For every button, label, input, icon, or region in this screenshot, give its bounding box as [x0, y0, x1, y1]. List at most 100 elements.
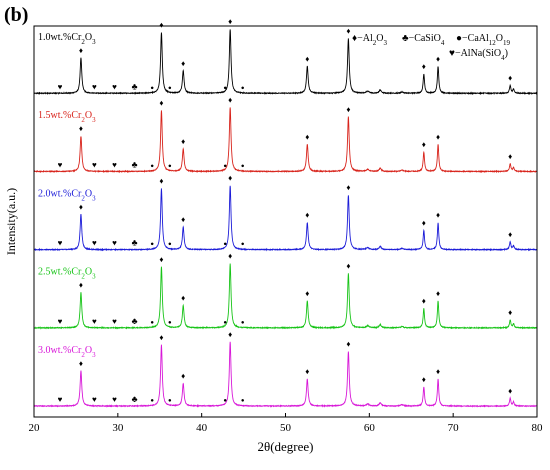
legend-entry: ♥−AlNa(SiO4) — [449, 48, 508, 62]
phase-marker: ♦ — [79, 202, 83, 211]
phase-marker: ♥ — [112, 239, 117, 248]
series-label-part: 3 — [92, 194, 96, 202]
series-line — [33, 107, 537, 174]
legend-entry: ♣−CaSiO4 — [402, 33, 445, 47]
phase-marker: ● — [223, 398, 227, 404]
legend-entry-part: 12 — [489, 39, 497, 47]
phase-marker: ♣ — [132, 81, 138, 91]
phase-marker: ● — [241, 163, 245, 169]
series-0 — [33, 29, 538, 96]
series-label-part: 2.5wt.%Cr — [38, 267, 82, 278]
plot-frame — [33, 25, 538, 418]
phase-marker: ♦ — [305, 54, 309, 63]
phase-marker: ● — [223, 85, 227, 91]
phase-marker: ♦ — [422, 140, 426, 149]
phase-marker: ♦ — [305, 211, 309, 220]
series-label: 3.0wt.%Cr2O3 — [38, 345, 96, 359]
legend-entry-part: O — [496, 33, 503, 44]
series-2 — [33, 185, 537, 252]
phase-marker: ♣ — [132, 394, 138, 404]
phase-marker: ● — [150, 85, 154, 91]
phase-marker: ● — [241, 85, 245, 91]
series-label-part: 3 — [92, 273, 96, 281]
phase-marker: ● — [150, 242, 154, 248]
phase-marker: ♣ — [132, 159, 138, 169]
phase-marker: ♦ — [422, 218, 426, 227]
series-label-part: 3 — [92, 116, 96, 124]
phase-marker: ♦ — [346, 340, 350, 349]
phase-marker: ♦ — [305, 289, 309, 298]
phase-marker: ♥ — [92, 395, 97, 404]
series-label: 1.0wt.%Cr2O3 — [38, 32, 96, 46]
phase-marker: ♥ — [92, 82, 97, 91]
x-tick-label: 80 — [532, 422, 544, 434]
phase-marker: ♦ — [436, 211, 440, 220]
phase-marker: ● — [223, 242, 227, 248]
series-label: 2.5wt.%Cr2O3 — [38, 267, 96, 281]
phase-marker: ● — [150, 320, 154, 326]
phase-marker: ♥ — [58, 395, 63, 404]
phase-marker: ♦ — [422, 375, 426, 384]
phase-marker: ♥ — [58, 239, 63, 248]
panel-label: (b) — [4, 4, 29, 26]
series-label-part: 2.0wt.%Cr — [38, 188, 82, 199]
x-tick-label: 40 — [196, 422, 208, 434]
phase-marker: ♦ — [346, 105, 350, 114]
series-label-part: 3 — [92, 351, 96, 359]
phase-marker: ♦ — [228, 330, 232, 339]
phase-marker: ● — [168, 163, 172, 169]
phase-marker: ♥ — [92, 239, 97, 248]
series-line — [33, 29, 538, 96]
series-layer — [33, 29, 538, 408]
phase-marker: ♦ — [79, 124, 83, 133]
phase-marker: ♦ — [159, 255, 163, 264]
series-line — [33, 185, 537, 252]
phase-marker: ♥ — [58, 82, 63, 91]
phase-marker: ♦ — [159, 99, 163, 108]
phase-marker: ♦ — [228, 252, 232, 261]
series-label-part: 3.0wt.%Cr — [38, 345, 82, 356]
x-tick-label: 50 — [280, 422, 292, 434]
phase-marker: ♦ — [422, 297, 426, 306]
phase-marker: ♦ — [159, 333, 163, 342]
legend-entry-part: O — [376, 33, 383, 44]
phase-marker: ♦ — [508, 386, 512, 395]
x-axis-ticks: 20 30 40 50 60 70 80 — [29, 413, 544, 434]
series-4 — [33, 341, 538, 408]
x-tick-label: 30 — [112, 422, 124, 434]
series-label-part: 2 — [81, 38, 85, 46]
series-label-part: 1.5wt.%Cr — [38, 110, 82, 121]
phase-marker: ♦ — [436, 289, 440, 298]
x-tick-label: 70 — [448, 422, 460, 434]
series-label-layer: 1.0wt.%Cr2O31.5wt.%Cr2O32.0wt.%Cr2O32.5w… — [38, 32, 96, 359]
phase-marker: ● — [150, 398, 154, 404]
x-tick-label: 60 — [364, 422, 376, 434]
series-line — [33, 341, 538, 408]
phase-marker: ♦ — [228, 95, 232, 104]
phase-marker-layer: ♥ ♥ ♥ ♣ ●♦♦●♦●♦●♦♦♦♦♦♥ ♥ ♥ ♣ ●♦♦●♦●♦●♦♦♦♦♦♥ ♥ ♥ ♣ ●♦… — [58, 17, 513, 404]
phase-marker: ♦ — [305, 367, 309, 376]
phase-marker: ♥ — [112, 160, 117, 169]
phase-marker: ♣ — [132, 238, 138, 248]
series-label-part: 1.0wt.%Cr — [38, 32, 82, 43]
phase-marker: ● — [223, 163, 227, 169]
series-label-part: O — [85, 345, 92, 356]
legend-entry-part: ) — [505, 48, 508, 59]
phase-marker: ♦ — [181, 372, 185, 381]
series-label-part: O — [85, 32, 92, 43]
phase-marker: ♥ — [58, 317, 63, 326]
phase-marker: ♦ — [79, 281, 83, 290]
phase-marker: ● — [168, 85, 172, 91]
phase-marker: ♥ — [112, 317, 117, 326]
series-label: 1.5wt.%Cr2O3 — [38, 110, 96, 124]
phase-marker: ♦ — [79, 46, 83, 55]
phase-marker: ♦ — [159, 177, 163, 186]
phase-marker: ♥ — [58, 160, 63, 169]
series-line — [33, 263, 538, 330]
legend: ♦−Al2O3 ♣−CaSiO4 ●−CaAl12O19♥−AlNa(SiO4) — [352, 33, 511, 62]
phase-marker: ♥ — [92, 160, 97, 169]
legend-entry-part: ♦ — [352, 33, 357, 44]
series-label-part: 2 — [81, 194, 85, 202]
